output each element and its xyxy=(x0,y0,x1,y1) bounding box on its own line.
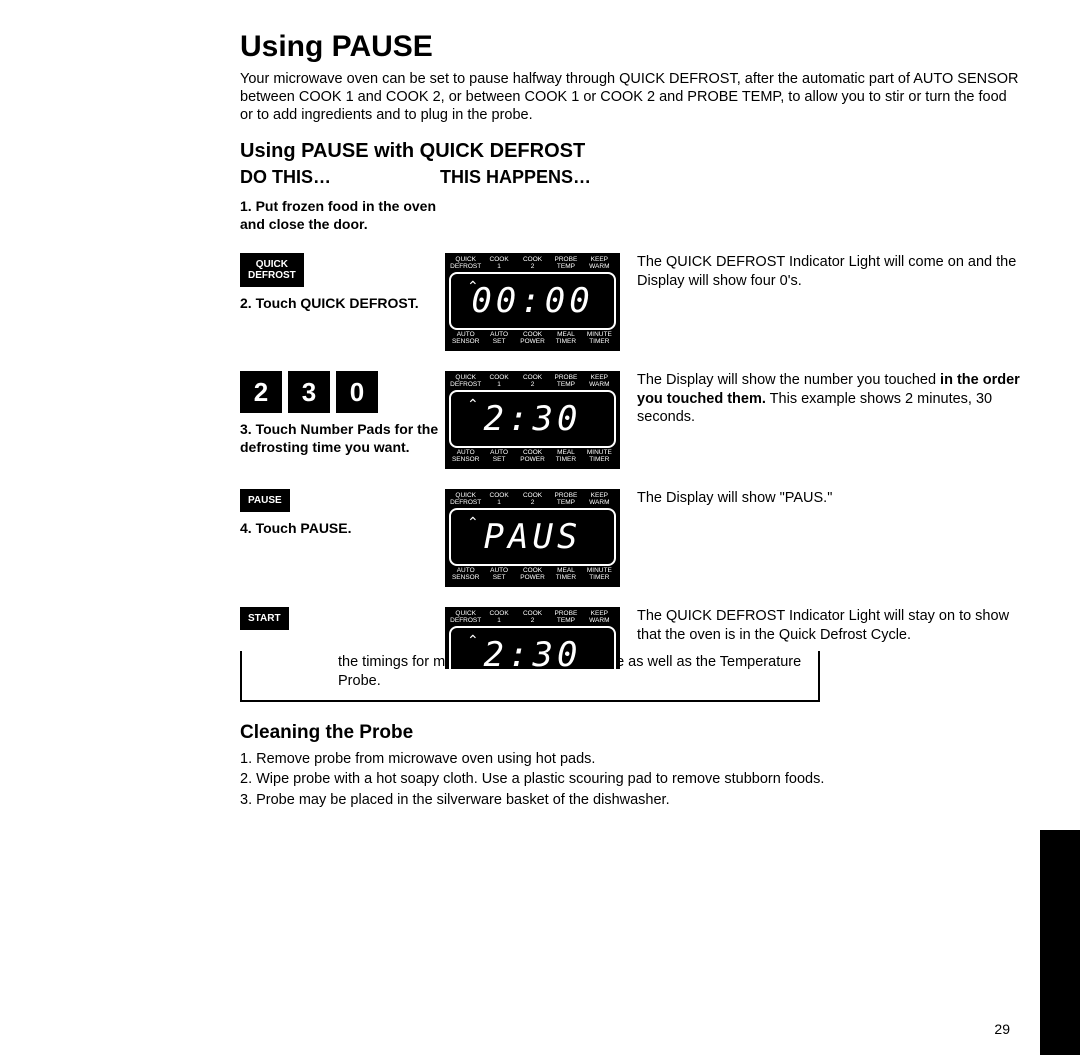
step-1-text: 1. Put frozen food in the oven and close… xyxy=(240,198,440,233)
display-panel: QUICK DEFROST COOK 1 COOK 2 PROBE TEMP K… xyxy=(445,253,620,351)
step-4: PAUSE 4. Touch PAUSE. QUICK DEFROST COOK… xyxy=(240,489,1020,587)
display-value: PAUS xyxy=(484,517,582,557)
column-headers: DO THIS… THIS HAPPENS… xyxy=(240,167,1020,188)
main-title: Using PAUSE xyxy=(240,30,1020,64)
display-value: 00:00 xyxy=(471,281,593,321)
keypad-2: 2 xyxy=(240,371,282,413)
step-2: QUICK DEFROST 2. Touch QUICK DEFROST. QU… xyxy=(240,253,1020,351)
cleaning-item-3: 3. Probe may be placed in the silverware… xyxy=(240,791,1020,810)
cleaning-item-1: 1. Remove probe from microwave oven usin… xyxy=(240,750,1020,769)
pause-button: PAUSE xyxy=(240,489,290,512)
step-4-text: 4. Touch PAUSE. xyxy=(240,520,440,538)
step-5-result: The QUICK DEFROST Indicator Light will s… xyxy=(625,607,1020,643)
step-2-result: The QUICK DEFROST Indicator Light will c… xyxy=(625,253,1020,289)
hat-icon: ⌃ xyxy=(467,278,479,295)
step-1: 1. Put frozen food in the oven and close… xyxy=(240,198,1020,233)
cleaning-list: 1. Remove probe from microwave oven usin… xyxy=(240,750,1020,811)
sub-title: Using PAUSE with QUICK DEFROST xyxy=(240,140,1020,163)
step-3: 2 3 0 3. Touch Number Pads for the defro… xyxy=(240,371,1020,469)
display-value: 2:30 xyxy=(484,635,582,669)
intro-text: Your microwave oven can be set to pause … xyxy=(240,70,1020,124)
col-header-happens: THIS HAPPENS… xyxy=(440,167,1020,188)
display-panel: QUICK DEFROST COOK 1 COOK 2 PROBE TEMP K… xyxy=(445,607,620,669)
step-2-text: 2. Touch QUICK DEFROST. xyxy=(240,295,440,313)
start-button: START xyxy=(240,607,289,630)
step-3-text: 3. Touch Number Pads for the defrosting … xyxy=(240,421,440,456)
page-number: 29 xyxy=(994,1021,1010,1037)
thumb-tab xyxy=(1040,830,1080,1055)
hat-icon: ⌃ xyxy=(467,514,479,531)
cleaning-title: Cleaning the Probe xyxy=(240,722,1020,744)
step-4-result: The Display will show "PAUS." xyxy=(625,489,1020,507)
hat-icon: ⌃ xyxy=(467,396,479,413)
display-panel: QUICK DEFROST COOK 1 COOK 2 PROBE TEMP K… xyxy=(445,489,620,587)
col-header-do: DO THIS… xyxy=(240,167,440,188)
hat-icon: ⌃ xyxy=(467,632,479,649)
display-value: 2:30 xyxy=(484,399,582,439)
cleaning-item-2: 2. Wipe probe with a hot soapy cloth. Us… xyxy=(240,770,1020,789)
keypad-3: 3 xyxy=(288,371,330,413)
quick-defrost-button: QUICK DEFROST xyxy=(240,253,304,287)
display-panel: QUICK DEFROST COOK 1 COOK 2 PROBE TEMP K… xyxy=(445,371,620,469)
step-3-result: The Display will show the number you tou… xyxy=(625,371,1020,425)
keypad-0: 0 xyxy=(336,371,378,413)
keypad-row: 2 3 0 xyxy=(240,371,440,413)
